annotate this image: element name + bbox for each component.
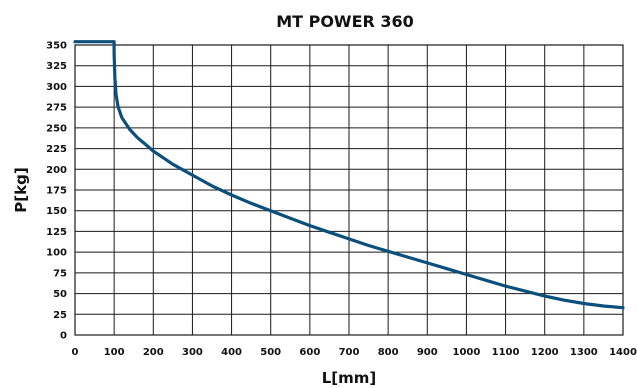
x-tick-label: 800 — [378, 347, 399, 358]
x-tick-label: 0 — [72, 347, 79, 358]
x-tick-label: 300 — [182, 347, 203, 358]
y-tick-label: 325 — [46, 61, 67, 72]
x-tick-labels: 0 100 200 300 400 500 600 700 800 900 1000 1100 1200… — [72, 347, 637, 358]
y-tick-label: 0 — [60, 331, 67, 342]
x-tick-label: 1100 — [492, 347, 520, 358]
y-tick-label: 125 — [46, 227, 67, 238]
y-tick-label: 175 — [46, 186, 67, 197]
x-tick-label: 200 — [143, 347, 164, 358]
x-tick-label: 600 — [299, 347, 320, 358]
y-tick-label: 150 — [46, 206, 67, 217]
x-tick-label: 500 — [260, 347, 281, 358]
y-tick-label: 275 — [46, 103, 67, 114]
grid-lines — [74, 44, 624, 336]
y-tick-label: 225 — [46, 144, 67, 155]
x-axis-label: L[mm] — [322, 369, 377, 387]
x-tick-label: 400 — [221, 347, 242, 358]
x-tick-label: 100 — [104, 347, 125, 358]
x-tick-label: 700 — [339, 347, 360, 358]
x-tick-label: 900 — [417, 347, 438, 358]
x-tick-label: 1200 — [531, 347, 559, 358]
y-tick-label: 200 — [46, 165, 67, 176]
y-tick-label: 50 — [53, 289, 67, 300]
y-tick-labels: 0 25 50 75 100 125 150 175 200 225 250 275 300 325 350 — [46, 41, 67, 342]
y-tick-label: 25 — [53, 310, 67, 321]
series-line — [73, 40, 625, 310]
x-tick-label: 1300 — [570, 347, 598, 358]
y-axis-label: P[kg] — [12, 167, 30, 212]
y-tick-label: 300 — [46, 82, 67, 93]
y-tick-label: 75 — [53, 268, 67, 279]
x-tick-label: 1400 — [609, 347, 637, 358]
y-tick-label: 250 — [46, 123, 67, 134]
y-tick-label: 350 — [46, 41, 67, 52]
y-tick-label: 100 — [46, 248, 67, 259]
chart-title: MT POWER 360 — [276, 12, 414, 31]
plot-frame — [74, 44, 624, 336]
x-tick-label: 1000 — [453, 347, 481, 358]
